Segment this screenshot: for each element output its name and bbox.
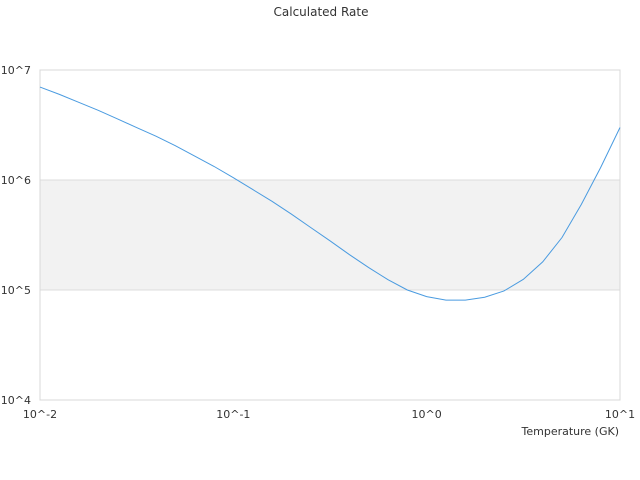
chart-title: Calculated Rate [274, 5, 369, 19]
x-tick-label: 10^1 [605, 408, 635, 421]
y-tick-label: 10^6 [1, 174, 31, 187]
x-tick-label: 10^0 [412, 408, 442, 421]
y-tick-label: 10^4 [1, 394, 31, 407]
plot-border [39, 69, 621, 401]
x-tick-label: 10^-1 [216, 408, 250, 421]
y-tick-label: 10^5 [1, 284, 31, 297]
tick-labels: 10^4 10^5 10^6 10^7 10^-2 10^-1 10^0 10^1 [1, 64, 635, 421]
x-tick-label: 10^-2 [23, 408, 57, 421]
rate-line [39, 86, 621, 301]
x-axis-label: Temperature (GK) [521, 425, 620, 438]
highlight-band [40, 180, 620, 290]
y-tick-label: 10^7 [1, 64, 31, 77]
